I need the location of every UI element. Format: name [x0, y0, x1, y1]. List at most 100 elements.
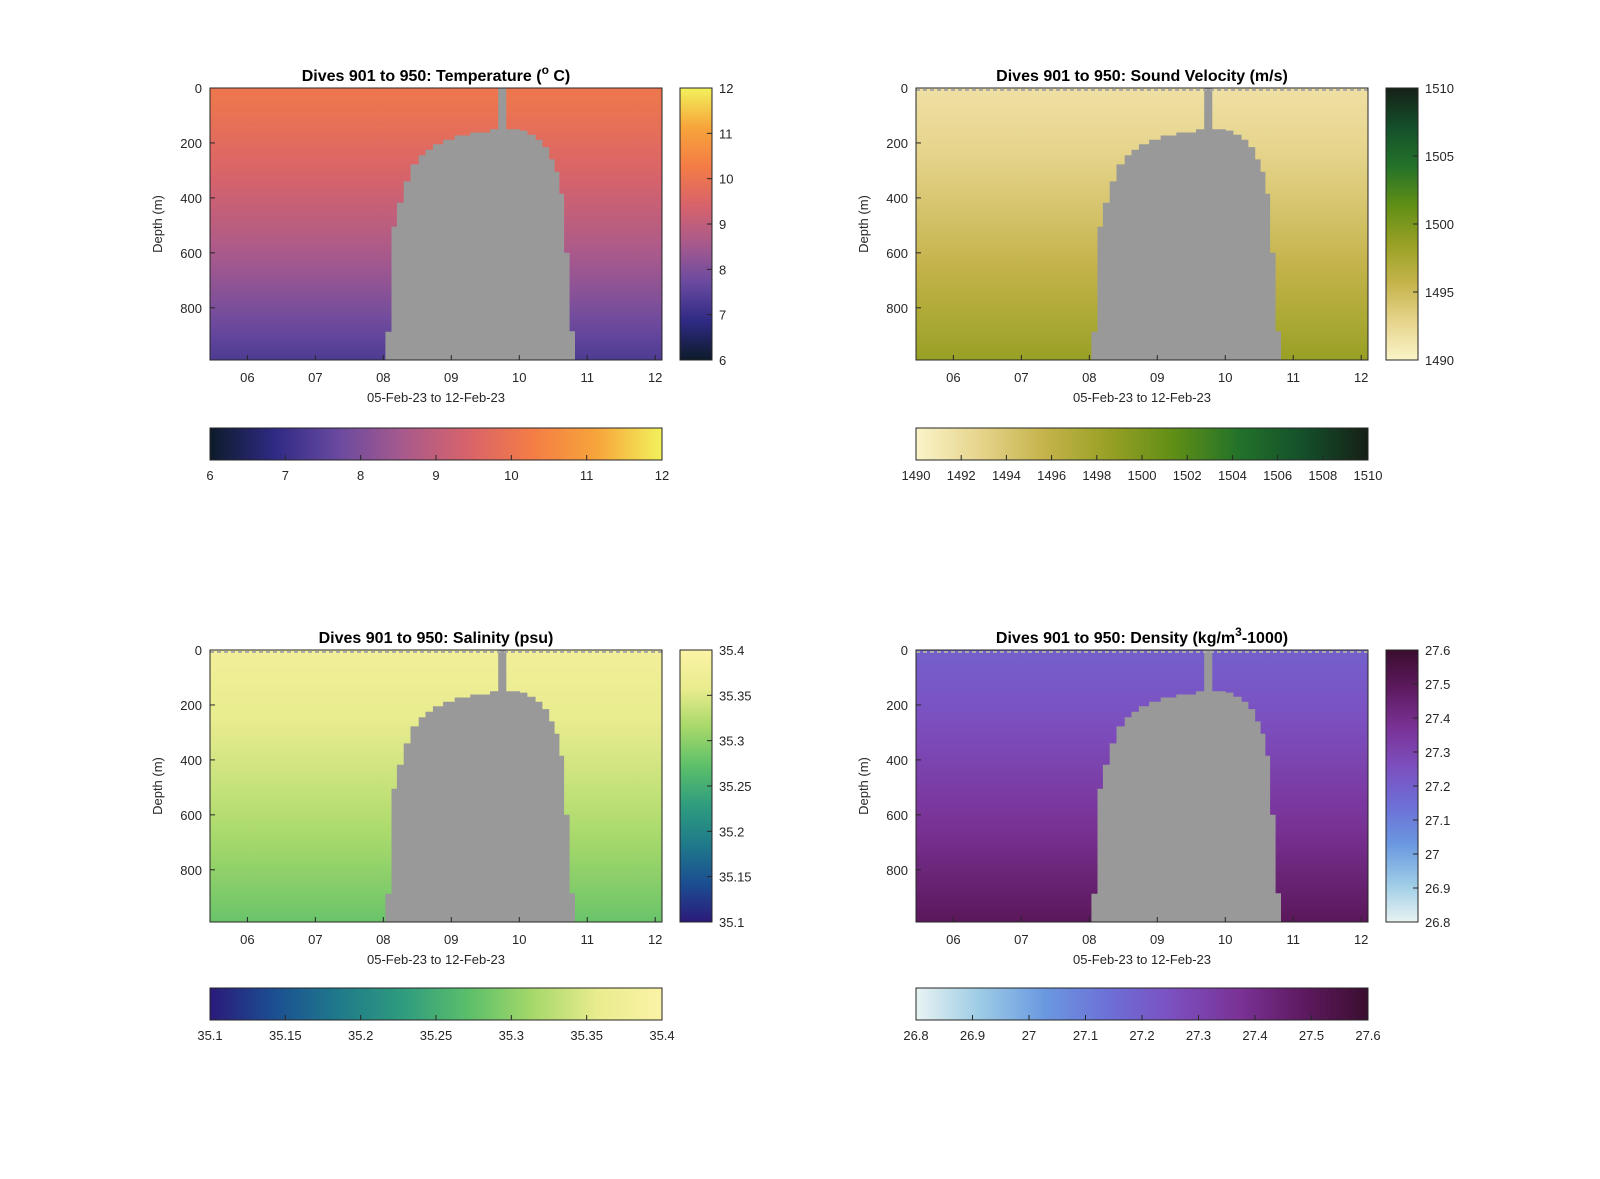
y-axis-label: Depth (m) [856, 195, 871, 253]
hbar-tick-label: 35.2 [348, 1028, 373, 1043]
hbar-tick-label: 27.5 [1299, 1028, 1324, 1043]
x-tick-label: 11 [580, 370, 594, 385]
colorbar-tick-label: 11 [719, 126, 733, 141]
axes-frame [915, 87, 1369, 361]
x-tick-label: 07 [1014, 370, 1028, 385]
title-superscript: o [542, 63, 549, 77]
x-tick-label: 11 [580, 932, 594, 947]
x-tick-label: 12 [1354, 932, 1368, 947]
hbar-tick-label: 35.1 [197, 1028, 222, 1043]
hbar-tick-label: 1504 [1218, 468, 1247, 483]
x-tick-label: 08 [376, 932, 390, 947]
title-main: Dives 901 to 950: Sound Velocity (m/s) [996, 68, 1288, 85]
hbar-tick-label: 12 [655, 468, 669, 483]
colorbar-tick-label: 7 [719, 308, 726, 323]
hbar-tick-label: 35.4 [649, 1028, 674, 1043]
hbar-tick-label: 35.35 [570, 1028, 603, 1043]
x-axis-label: 05-Feb-23 to 12-Feb-23 [367, 952, 505, 967]
colorbar-tick-label: 8 [719, 262, 726, 277]
x-tick-label: 08 [376, 370, 390, 385]
y-tick-label: 0 [901, 81, 908, 96]
colorbar-horizontal [209, 987, 663, 1021]
colorbar-vertical [1385, 87, 1419, 361]
panel-1: 06 07 08 09 10 11 12 0 200 400 600 800 05-Feb-23 to … [856, 68, 1454, 483]
no-data-region [1091, 88, 1281, 360]
hbar-tick-label: 8 [357, 468, 364, 483]
hbar-tick-label: 26.9 [960, 1028, 985, 1043]
colorbar-tick-label: 27 [1425, 847, 1439, 862]
hbar-tick-label: 27.1 [1073, 1028, 1098, 1043]
panel-3: 06 07 08 09 10 11 12 0 200 400 600 800 05-Feb-23 to … [856, 625, 1450, 1043]
y-tick-label: 800 [886, 863, 908, 878]
x-axis-label: 05-Feb-23 to 12-Feb-23 [367, 390, 505, 405]
no-data-region [385, 650, 575, 922]
x-tick-label: 06 [946, 370, 960, 385]
chart-title: Dives 901 to 950: Density (kg/m3-1000) [996, 625, 1288, 647]
colorbar-tick-label: 9 [719, 217, 726, 232]
hbar-tick-label: 27 [1022, 1028, 1036, 1043]
colorbar-tick-label: 1510 [1425, 81, 1454, 96]
y-axis-label: Depth (m) [150, 757, 165, 815]
hbar-tick-label: 27.3 [1186, 1028, 1211, 1043]
colorbar-tick-label: 27.4 [1425, 711, 1450, 726]
axes-frame [209, 649, 663, 923]
y-tick-label: 200 [180, 136, 202, 151]
x-tick-label: 06 [240, 370, 254, 385]
title-main: Dives 901 to 950: Density (kg/m [996, 630, 1235, 647]
y-tick-label: 400 [180, 191, 202, 206]
x-tick-label: 07 [308, 370, 322, 385]
x-tick-label: 07 [308, 932, 322, 947]
title-main: Dives 901 to 950: Salinity (psu) [319, 630, 554, 647]
hbar-tick-label: 1508 [1308, 468, 1337, 483]
x-tick-label: 06 [946, 932, 960, 947]
panel-0: 06 07 08 09 10 11 12 0 200 400 600 800 05-Feb-23 to … [150, 63, 733, 483]
colorbar-tick-label: 27.5 [1425, 677, 1450, 692]
x-tick-label: 08 [1082, 932, 1096, 947]
hbar-tick-label: 10 [504, 468, 518, 483]
hbar-tick-label: 11 [580, 468, 594, 483]
x-tick-label: 10 [512, 932, 526, 947]
x-tick-label: 11 [1286, 370, 1300, 385]
y-tick-label: 200 [886, 698, 908, 713]
no-data-region [385, 88, 575, 360]
y-tick-label: 600 [886, 808, 908, 823]
colorbar-tick-label: 1490 [1425, 353, 1454, 368]
x-tick-label: 09 [1150, 370, 1164, 385]
colorbar-tick-label: 1495 [1425, 285, 1454, 300]
chart-title: Dives 901 to 950: Temperature (o C) [302, 63, 570, 85]
colorbar-tick-label: 26.8 [1425, 915, 1450, 930]
title-tail: -1000) [1242, 630, 1288, 647]
colorbar-tick-label: 1505 [1425, 149, 1454, 164]
colorbar-vertical [1385, 649, 1419, 923]
colorbar-tick-label: 6 [719, 353, 726, 368]
hbar-tick-label: 26.8 [903, 1028, 928, 1043]
x-tick-label: 08 [1082, 370, 1096, 385]
axes-frame [915, 649, 1369, 923]
hbar-tick-label: 1494 [992, 468, 1021, 483]
colorbar-tick-label: 35.1 [719, 915, 744, 930]
title-main: Dives 901 to 950: Temperature ( [302, 68, 542, 85]
x-tick-label: 12 [1354, 370, 1368, 385]
x-tick-label: 11 [1286, 932, 1300, 947]
hbar-tick-label: 6 [206, 468, 213, 483]
x-tick-label: 12 [648, 932, 662, 947]
colorbar-tick-label: 1500 [1425, 217, 1454, 232]
hbar-tick-label: 1510 [1354, 468, 1383, 483]
hbar-tick-label: 1492 [947, 468, 976, 483]
hbar-tick-label: 1496 [1037, 468, 1066, 483]
hbar-tick-label: 1502 [1173, 468, 1202, 483]
colorbar-tick-label: 27.1 [1425, 813, 1450, 828]
y-tick-label: 800 [886, 301, 908, 316]
chart-title: Dives 901 to 950: Salinity (psu) [319, 630, 554, 647]
x-tick-label: 10 [512, 370, 526, 385]
colorbar-tick-label: 35.4 [719, 643, 744, 658]
y-tick-label: 0 [195, 81, 202, 96]
hbar-tick-label: 1506 [1263, 468, 1292, 483]
colorbar-tick-label: 10 [719, 172, 733, 187]
x-axis-label: 05-Feb-23 to 12-Feb-23 [1073, 390, 1211, 405]
colorbar-tick-label: 35.3 [719, 734, 744, 749]
y-tick-label: 200 [180, 698, 202, 713]
y-tick-label: 600 [180, 808, 202, 823]
y-tick-label: 800 [180, 301, 202, 316]
x-tick-label: 07 [1014, 932, 1028, 947]
